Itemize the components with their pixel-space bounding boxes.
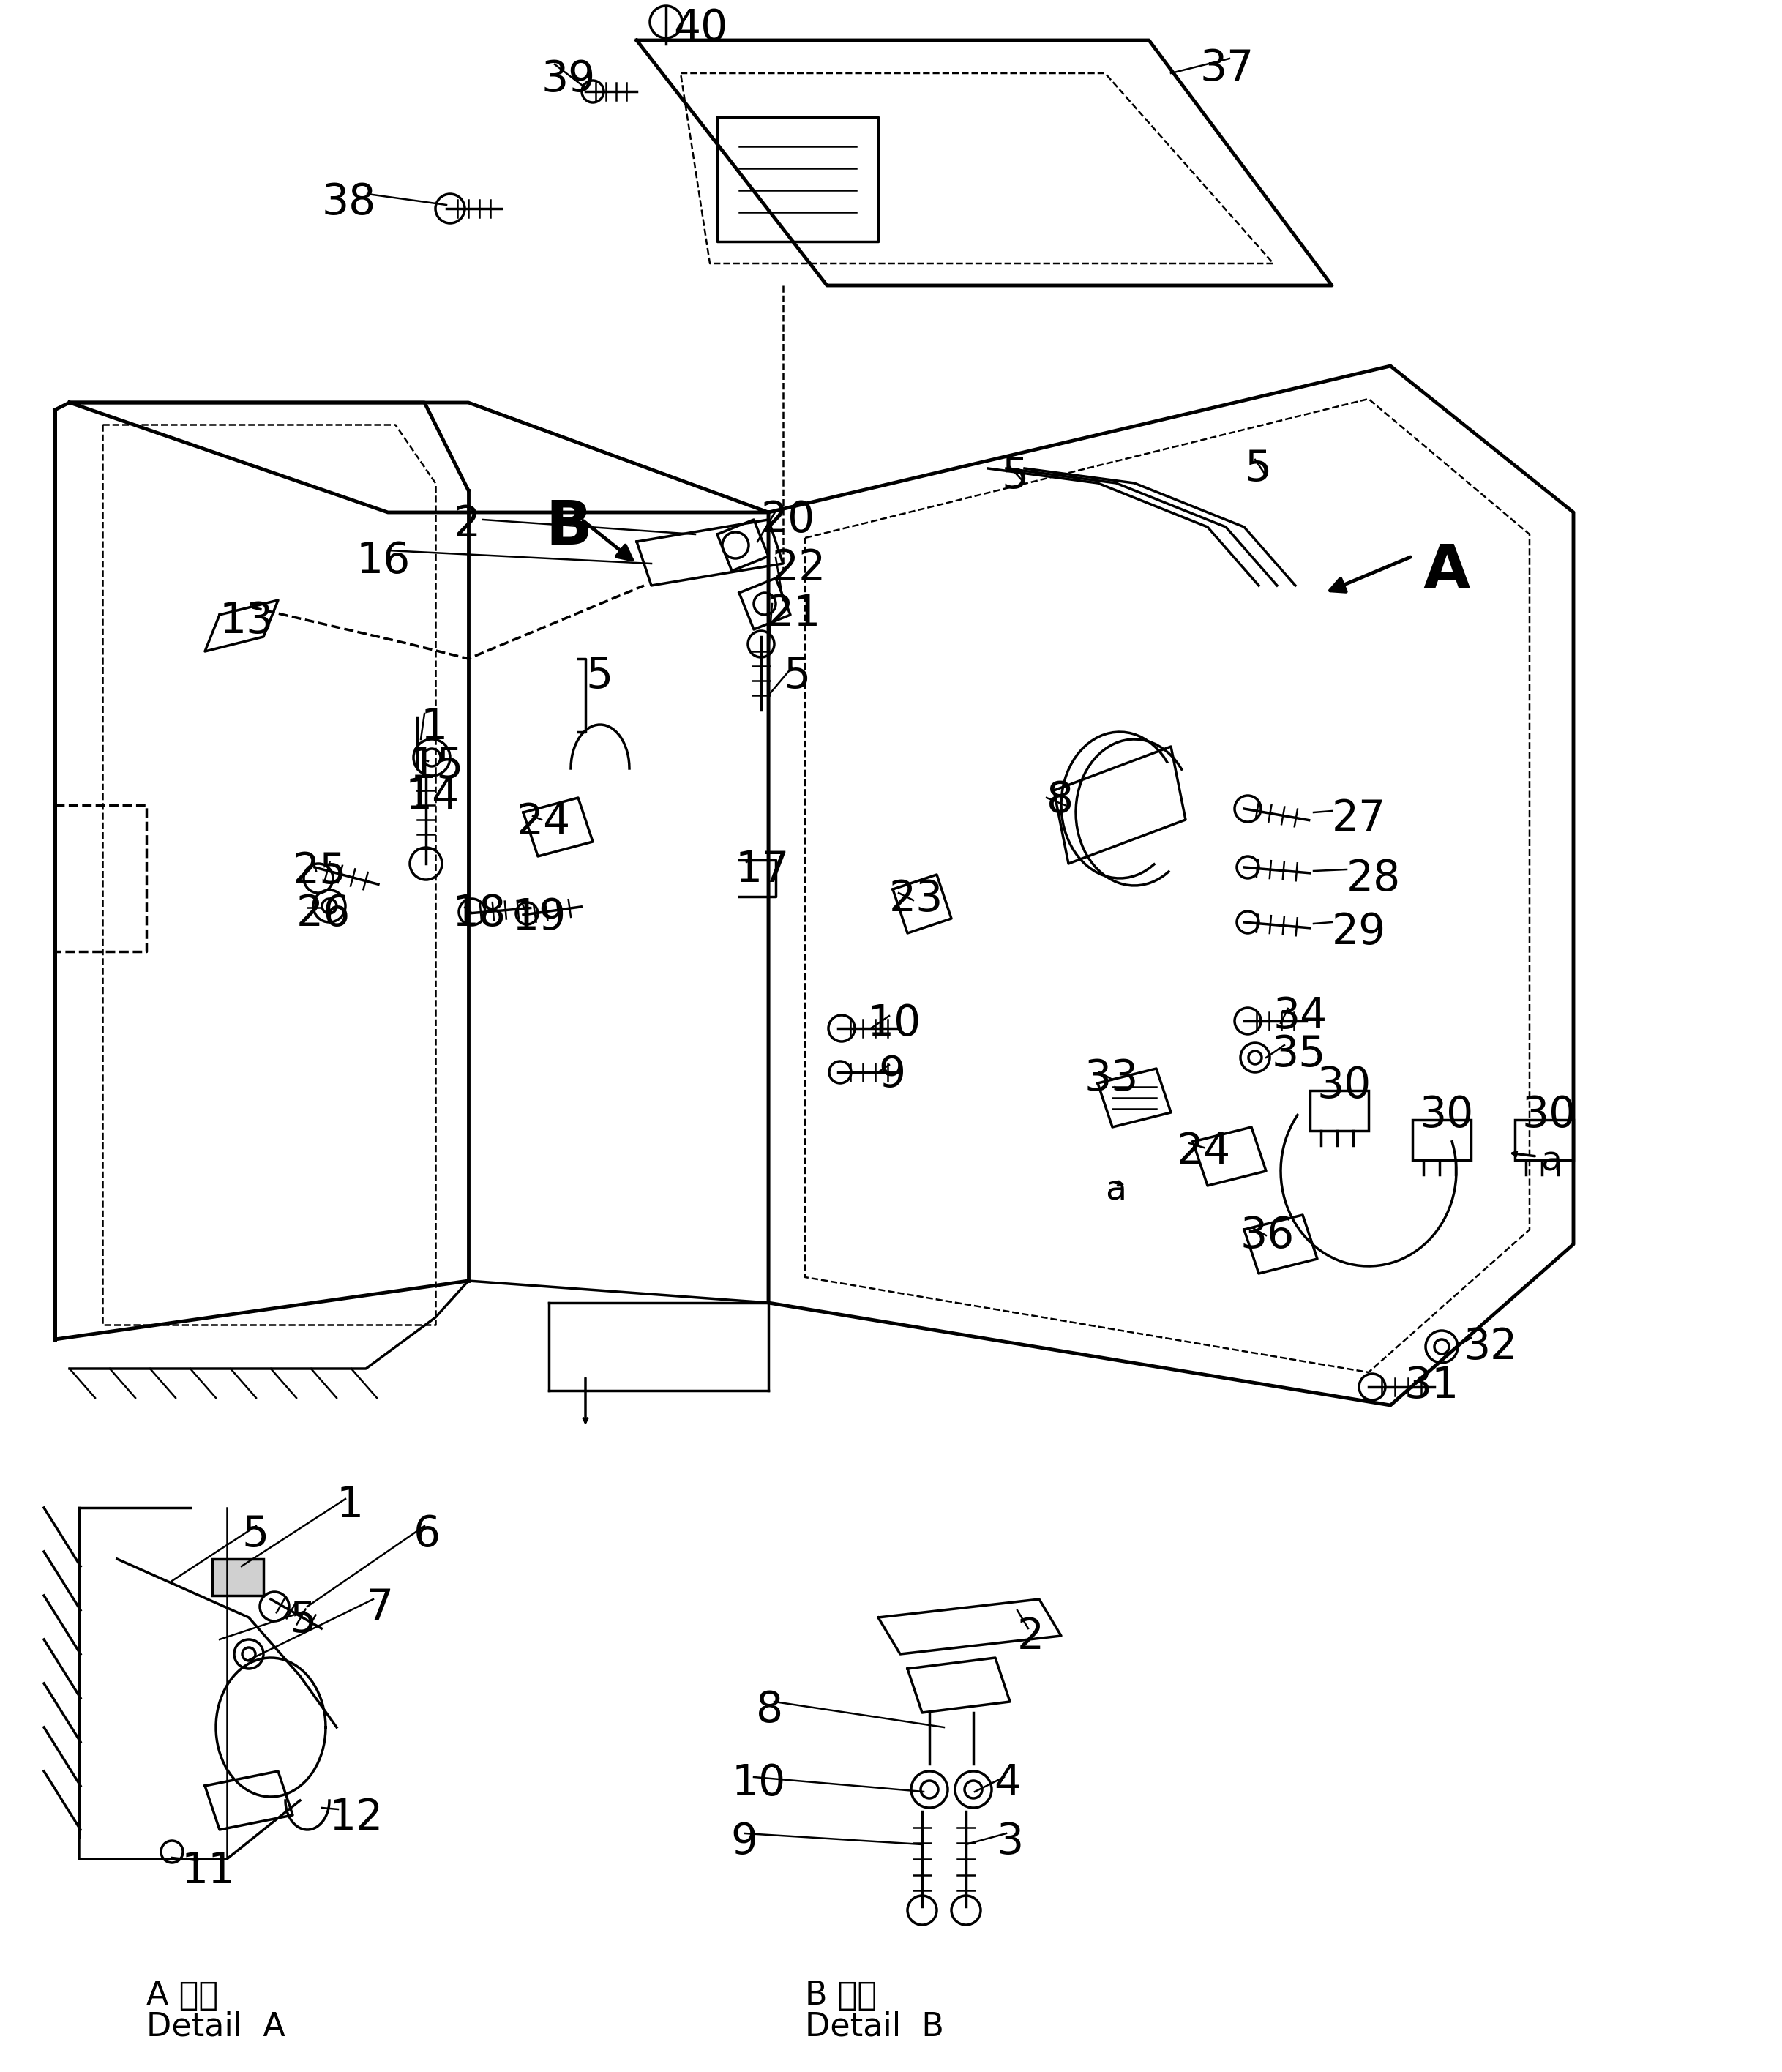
- Text: 5: 5: [1244, 448, 1271, 489]
- Text: 5: 5: [1001, 456, 1028, 497]
- Text: 28: 28: [1347, 858, 1401, 899]
- Text: 10: 10: [732, 1763, 786, 1805]
- Text: 27: 27: [1331, 798, 1386, 839]
- Text: 35: 35: [1272, 1034, 1326, 1075]
- Text: 13: 13: [219, 601, 274, 642]
- Text: a: a: [1105, 1175, 1126, 1208]
- Text: 22: 22: [772, 547, 827, 588]
- Text: 2: 2: [1018, 1616, 1044, 1658]
- Bar: [1413, 1119, 1470, 1160]
- Text: 39: 39: [542, 58, 595, 99]
- Text: 30: 30: [1522, 1094, 1577, 1135]
- Text: 30: 30: [1420, 1094, 1474, 1135]
- Text: Detail  B: Detail B: [805, 2012, 944, 2043]
- Text: 31: 31: [1406, 1365, 1459, 1407]
- Text: 5: 5: [782, 655, 811, 696]
- Text: 1: 1: [421, 707, 447, 748]
- Text: 4: 4: [994, 1763, 1021, 1805]
- Text: 16: 16: [356, 541, 410, 582]
- Text: 8: 8: [756, 1689, 782, 1730]
- Text: 37: 37: [1201, 48, 1255, 89]
- Text: 11: 11: [182, 1850, 235, 1892]
- Text: 1: 1: [337, 1484, 364, 1525]
- Bar: [1515, 1119, 1574, 1160]
- Text: 24: 24: [517, 802, 570, 843]
- Text: 19: 19: [511, 897, 567, 939]
- Text: 5: 5: [242, 1513, 269, 1556]
- Text: 5: 5: [289, 1600, 317, 1641]
- Text: 17: 17: [736, 850, 789, 891]
- Text: B 詳細: B 詳細: [805, 1979, 877, 2012]
- Text: 12: 12: [330, 1796, 383, 1838]
- Bar: [212, 1558, 264, 1595]
- Text: Detail  A: Detail A: [146, 2012, 285, 2043]
- Text: B: B: [545, 497, 592, 557]
- Text: 33: 33: [1085, 1057, 1139, 1100]
- Text: 38: 38: [323, 182, 376, 224]
- Text: 23: 23: [889, 879, 943, 920]
- Text: 9: 9: [879, 1055, 905, 1096]
- Text: 24: 24: [1176, 1131, 1231, 1173]
- Text: 7: 7: [365, 1587, 394, 1629]
- Text: 10: 10: [868, 1003, 921, 1044]
- Text: 9: 9: [731, 1821, 757, 1863]
- Text: 30: 30: [1317, 1065, 1372, 1106]
- Text: 34: 34: [1274, 995, 1328, 1038]
- Text: 29: 29: [1331, 912, 1386, 953]
- Bar: [1310, 1090, 1369, 1131]
- Text: 3: 3: [996, 1821, 1025, 1863]
- Text: 14: 14: [406, 775, 460, 818]
- Text: 21: 21: [766, 593, 822, 634]
- Text: 25: 25: [292, 850, 347, 893]
- Text: 18: 18: [453, 893, 506, 934]
- Text: 20: 20: [761, 499, 816, 541]
- Text: 15: 15: [410, 746, 465, 787]
- Text: 32: 32: [1463, 1326, 1518, 1368]
- Text: 2: 2: [454, 503, 481, 545]
- Text: a: a: [1540, 1146, 1561, 1179]
- Text: 40: 40: [674, 8, 727, 50]
- Text: A: A: [1424, 541, 1470, 601]
- Text: 8: 8: [1046, 779, 1075, 821]
- Text: 6: 6: [413, 1513, 440, 1556]
- Text: A 詳細: A 詳細: [146, 1979, 217, 2012]
- Text: 5: 5: [586, 655, 613, 696]
- Text: 26: 26: [296, 893, 351, 934]
- Text: 36: 36: [1240, 1214, 1296, 1256]
